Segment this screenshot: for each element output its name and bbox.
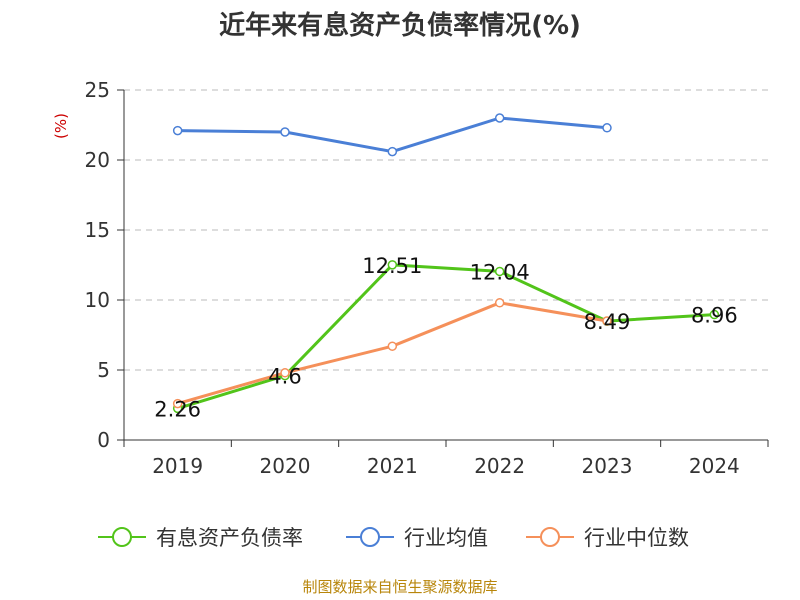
axes: 0 5 10 15 20 25 2019 2020 2021 2022 2023 2024	[85, 78, 769, 478]
grid-lines	[124, 89, 768, 371]
series-line	[177, 263, 715, 410]
data-point	[602, 316, 612, 326]
data-point	[494, 113, 505, 123]
data-label: 12.04	[470, 260, 530, 284]
legend: 有息资产负债率 行业均值 行业中位数	[98, 526, 689, 550]
legend-marker	[112, 527, 132, 547]
legend-label: 行业中位数	[584, 526, 689, 550]
source-note: 制图数据来自恒生聚源数据库	[302, 578, 497, 596]
data-label: 2.26	[154, 397, 201, 421]
legend-label: 有息资产负债率	[156, 526, 303, 550]
data-label: 8.96	[691, 304, 738, 328]
legend-marker	[540, 527, 560, 547]
data-label: 4.6	[268, 365, 301, 389]
data-label: 12.51	[362, 254, 422, 278]
y-tick-label: 5	[97, 358, 110, 382]
data-point	[387, 260, 398, 270]
y-tick-label: 0	[97, 428, 110, 452]
x-tick-label: 2023	[582, 454, 633, 478]
chart-title: 近年来有息资产负债率情况(%)	[219, 10, 581, 41]
x-tick-label: 2020	[260, 454, 311, 478]
x-tick-label: 2019	[152, 454, 203, 478]
data-point	[280, 368, 290, 378]
data-point	[387, 341, 398, 351]
data-point	[494, 266, 505, 277]
data-point	[709, 309, 720, 320]
data-point	[387, 146, 398, 157]
data-point	[280, 127, 290, 137]
y-tick-label: 15	[85, 218, 110, 242]
y-tick-label: 20	[85, 148, 110, 172]
y-axis-unit-label: (%)	[52, 113, 70, 139]
data-point	[494, 298, 505, 308]
y-tick-label: 10	[85, 288, 110, 312]
data-point	[602, 123, 612, 133]
x-tick-label: 2021	[367, 454, 418, 478]
series-lines	[172, 113, 720, 414]
series-line	[177, 116, 608, 154]
data-label: 8.49	[584, 310, 631, 334]
x-tick-label: 2022	[474, 454, 525, 478]
legend-label: 行业均值	[404, 526, 488, 550]
data-point	[172, 398, 183, 409]
data-labels: 2.26 4.6 12.51 12.04 8.49 8.96	[154, 254, 737, 422]
x-tick-label: 2024	[689, 454, 740, 478]
data-point	[172, 125, 183, 136]
legend-marker	[360, 527, 380, 547]
y-tick-label: 25	[85, 78, 110, 102]
